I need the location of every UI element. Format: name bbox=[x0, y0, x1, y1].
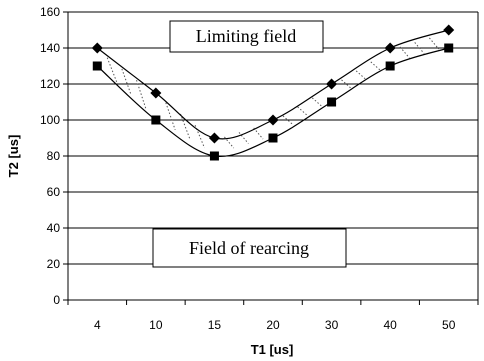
series-markers bbox=[91, 24, 455, 161]
marker-diamond-15 bbox=[208, 132, 220, 144]
y-tick-label-20: 20 bbox=[47, 257, 61, 271]
annotation-limiting-field: Limiting field bbox=[169, 20, 324, 53]
x-tick-label-15: 15 bbox=[208, 318, 222, 332]
marker-square-15 bbox=[209, 151, 219, 161]
x-axis-label: T1 [us] bbox=[251, 342, 294, 357]
hatch-line bbox=[429, 37, 440, 50]
y-tick-label-100: 100 bbox=[40, 113, 60, 127]
x-tick-label-10: 10 bbox=[149, 318, 163, 332]
y-axis-label: T2 [us] bbox=[6, 135, 21, 178]
hatch-line bbox=[224, 136, 235, 149]
y-tick-label-60: 60 bbox=[47, 185, 61, 199]
y-tick-label-160: 160 bbox=[40, 5, 60, 19]
x-tick-label-20: 20 bbox=[266, 318, 280, 332]
hatch-line bbox=[179, 113, 191, 140]
marker-diamond-10 bbox=[150, 87, 162, 99]
y-tick-label-120: 120 bbox=[40, 77, 60, 91]
x-tick-labels: 4 10 15 20 30 40 50 bbox=[67, 300, 479, 332]
y-tick-label-40: 40 bbox=[47, 221, 61, 235]
hatch-line bbox=[253, 127, 264, 140]
annotation-limiting-field-text: Limiting field bbox=[196, 26, 297, 46]
hatch-line bbox=[238, 132, 249, 144]
marker-diamond-40 bbox=[384, 42, 396, 54]
x-tick-label-4: 4 bbox=[94, 318, 101, 332]
hatch-line bbox=[121, 68, 132, 96]
y-tick-labels: 0 20 40 60 80 100 120 140 160 bbox=[40, 5, 68, 307]
annotation-box-rearcing bbox=[152, 228, 347, 268]
hatch-line bbox=[106, 57, 118, 83]
hatch-line bbox=[414, 42, 425, 54]
y-tick-label-80: 80 bbox=[47, 149, 61, 163]
y-tick-label-0: 0 bbox=[53, 293, 60, 307]
marker-square-50 bbox=[444, 43, 454, 53]
marker-diamond-4 bbox=[91, 42, 103, 54]
marker-diamond-20 bbox=[267, 114, 279, 126]
marker-diamond-50 bbox=[443, 24, 455, 36]
hatch-line bbox=[399, 46, 410, 59]
marker-square-40 bbox=[385, 61, 395, 71]
marker-square-20 bbox=[268, 133, 278, 143]
marker-square-10 bbox=[151, 115, 161, 125]
grid bbox=[68, 11, 479, 300]
y-tick-label-140: 140 bbox=[40, 41, 60, 55]
annotation-box-limiting bbox=[169, 20, 324, 53]
x-tick-label-40: 40 bbox=[383, 318, 397, 332]
annotation-field-of-rearcing: Field of rearcing bbox=[152, 228, 347, 268]
x-tick-label-50: 50 bbox=[442, 318, 456, 332]
annotation-field-of-rearcing-text: Field of rearcing bbox=[189, 238, 309, 258]
marker-diamond-30 bbox=[326, 78, 338, 90]
x-tick-label-30: 30 bbox=[325, 318, 339, 332]
hatch-line bbox=[136, 79, 147, 109]
hatch-line bbox=[165, 102, 176, 131]
marker-square-4 bbox=[92, 61, 102, 71]
marker-square-30 bbox=[327, 97, 337, 107]
